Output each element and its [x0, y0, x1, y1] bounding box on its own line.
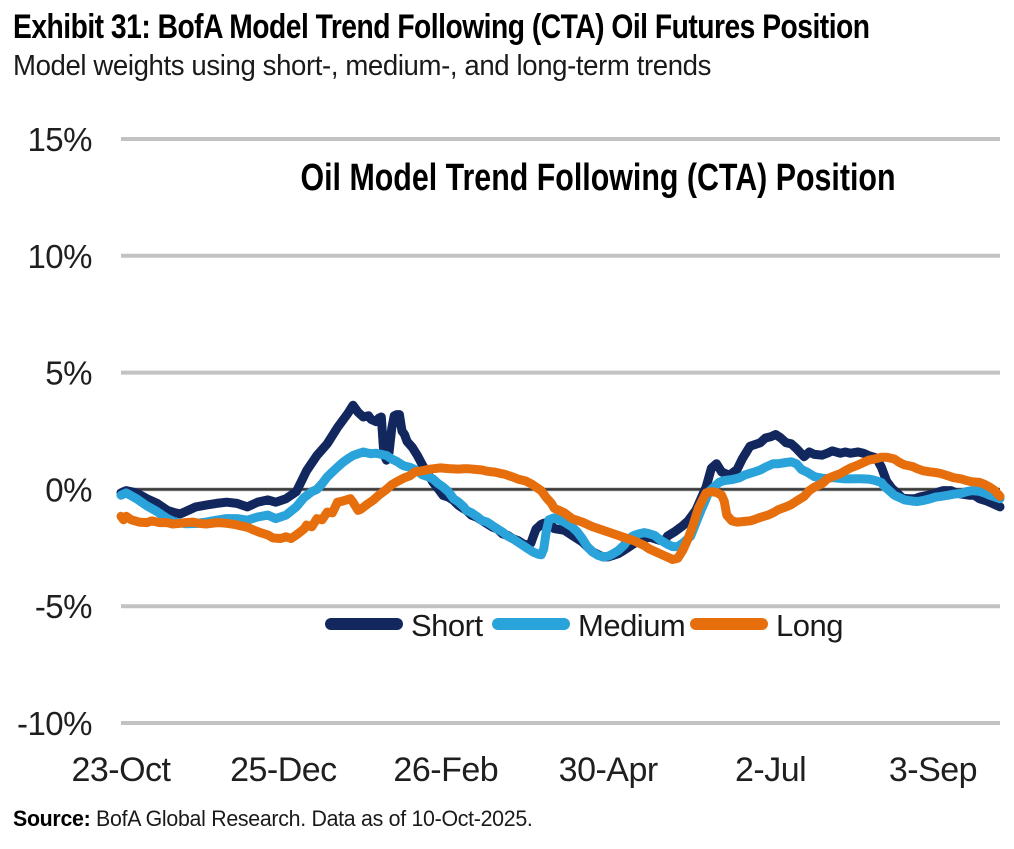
legend-label-short: Short	[411, 608, 483, 643]
x-axis-label-23-Oct: 23-Oct	[71, 751, 171, 789]
legend-label-medium: Medium	[578, 608, 685, 643]
source-line: Source: BofA Global Research. Data as of…	[13, 806, 533, 832]
exhibit-title: Exhibit 31: BofA Model Trend Following (…	[13, 8, 870, 46]
chart-title: Oil Model Trend Following (CTA) Position	[301, 157, 896, 199]
y-axis-label--5%: -5%	[35, 588, 92, 625]
legend-swatch-medium	[492, 618, 570, 630]
series-line-long	[116, 452, 1005, 564]
y-axis-label-0%: 0%	[45, 471, 92, 508]
series-line-short	[116, 400, 1005, 562]
x-axis-label-30-Apr: 30-Apr	[559, 751, 658, 789]
legend-swatch-long	[690, 618, 768, 630]
exhibit-subtitle: Model weights using short-, medium-, and…	[13, 50, 712, 82]
series-line-medium	[116, 447, 1005, 562]
x-axis-label-25-Dec: 25-Dec	[230, 751, 337, 789]
source-text: BofA Global Research. Data as of 10-Oct-…	[90, 806, 533, 831]
legend-label-long: Long	[776, 608, 843, 643]
cta-position-line-chart: 15% 10% 5% 0% -5% -10% 23-Oct 25-Dec 26-Feb 30-Ap…	[17, 121, 1005, 789]
y-axis-label-15%: 15%	[27, 121, 92, 158]
y-axis-label-5%: 5%	[45, 355, 92, 392]
x-axis-label-3-Sep: 3-Sep	[889, 751, 977, 789]
y-axis-label--10%: -10%	[17, 705, 92, 742]
x-axis-label-2-Jul: 2-Jul	[735, 751, 806, 789]
source-label: Source:	[13, 806, 91, 831]
legend-swatch-short	[325, 618, 403, 630]
y-axis-label-10%: 10%	[27, 238, 92, 275]
x-axis-label-26-Feb: 26-Feb	[393, 751, 498, 789]
